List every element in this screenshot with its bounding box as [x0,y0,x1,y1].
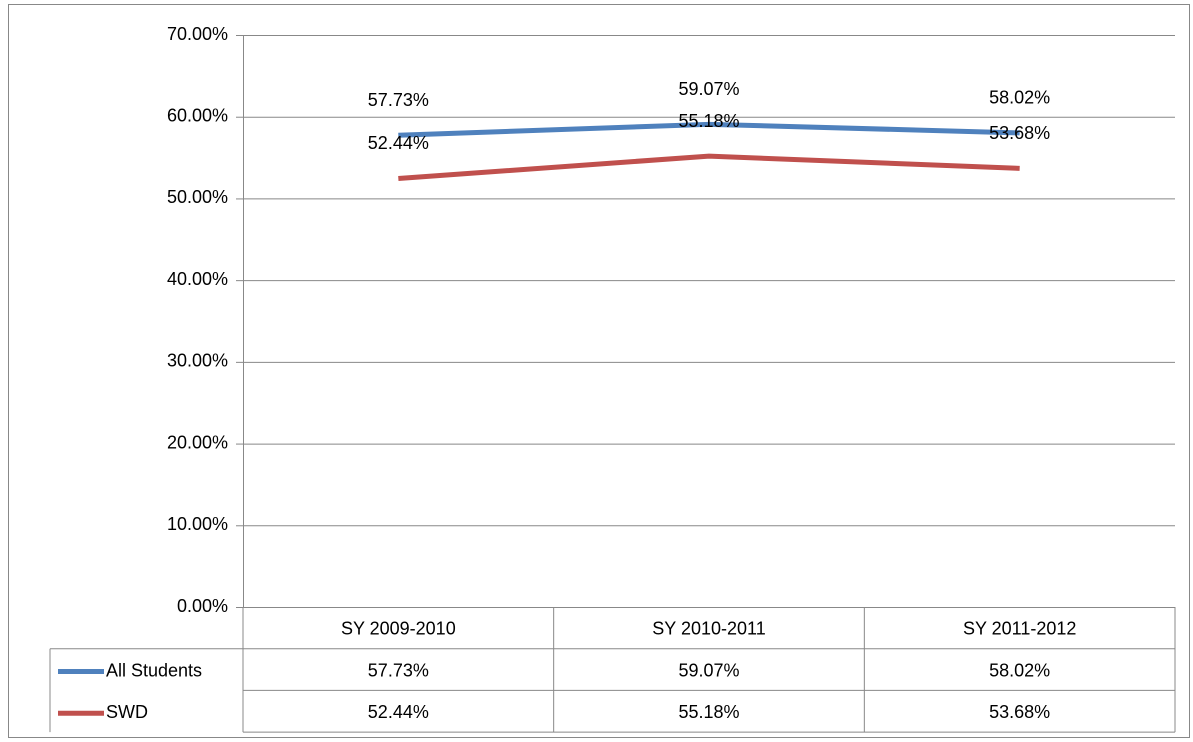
table-cell: 55.18% [678,702,739,722]
y-tick-label: 10.00% [167,514,228,534]
data-label: 59.07% [678,79,739,99]
table-cell: 59.07% [678,660,739,680]
x-tick-label: SY 2010-2011 [652,619,765,639]
y-tick-label: 0.00% [177,596,228,616]
y-tick-label: 70.00% [167,24,228,44]
y-tick-label: 20.00% [167,432,228,452]
data-label: 55.18% [678,111,739,131]
x-tick-label: SY 2011-2012 [963,619,1076,639]
table-cell: 53.68% [989,702,1050,722]
y-tick-label: 30.00% [167,351,228,371]
y-tick-label: 40.00% [167,269,228,289]
y-tick-label: 60.00% [167,105,228,125]
legend-label: SWD [106,702,148,722]
series-line [398,153,1020,181]
table-cell: 58.02% [989,660,1050,680]
data-label: 58.02% [989,88,1050,108]
data-label: 53.68% [989,123,1050,143]
table-cell: 57.73% [368,660,429,680]
data-label: 52.44% [368,133,429,153]
data-label: 57.73% [368,90,429,110]
series-line [398,121,1020,138]
legend-label: All Students [106,660,202,680]
table-cell: 52.44% [368,702,429,722]
y-tick-label: 50.00% [167,187,228,207]
x-tick-label: SY 2009-2010 [341,619,456,639]
